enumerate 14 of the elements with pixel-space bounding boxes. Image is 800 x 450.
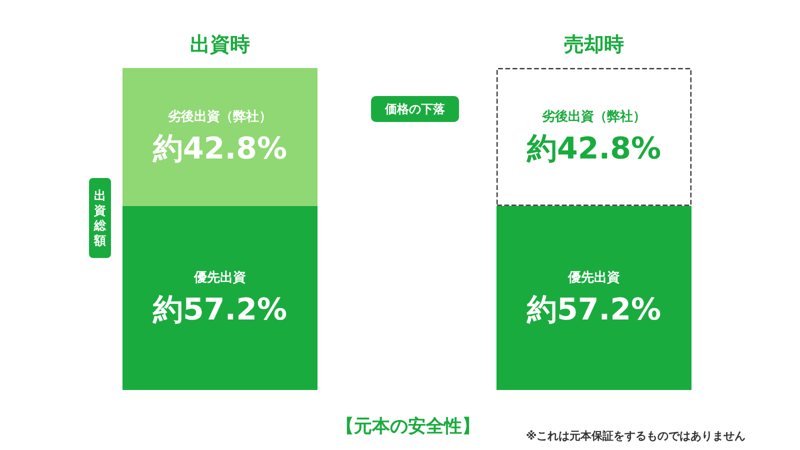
x-tick-label: 出資時 bbox=[190, 32, 250, 56]
text: 【元本の安全性】 bbox=[335, 415, 481, 438]
y-axis-title: 出資総額 bbox=[93, 188, 107, 248]
data-label: 約57.2% bbox=[526, 292, 662, 328]
series-label: 劣後出資（弊社） bbox=[541, 108, 646, 124]
data-label: 約57.2% bbox=[152, 292, 288, 328]
data-label: 約42.8% bbox=[152, 131, 288, 166]
text: 劣後出資（弊社） bbox=[168, 109, 272, 124]
annotation: 価格の下落 bbox=[384, 102, 446, 116]
data-label: 約42.8% bbox=[526, 131, 662, 166]
text: ※これは元本保証をするものではありません bbox=[526, 430, 746, 442]
text: 優先出資 bbox=[568, 270, 620, 286]
series-label: 優先出資 bbox=[193, 270, 246, 286]
x-tick-label: 売却時 bbox=[564, 32, 624, 56]
